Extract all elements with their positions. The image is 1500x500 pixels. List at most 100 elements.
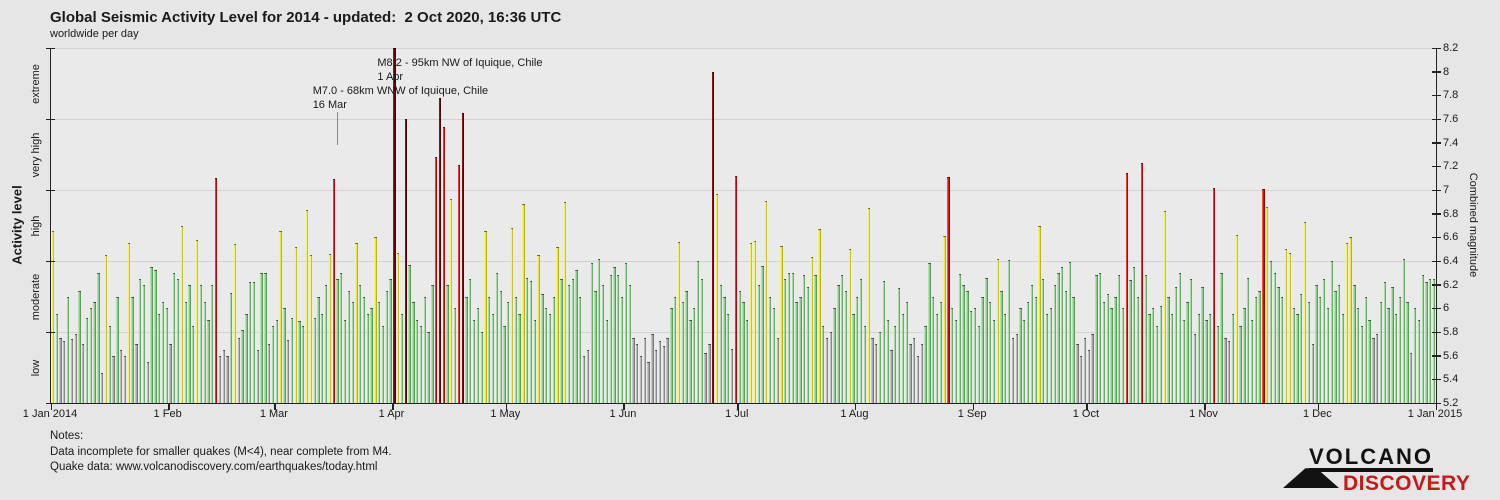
day-bar xyxy=(381,326,385,403)
y-right-tick-label: 6 xyxy=(1443,302,1450,315)
day-bar xyxy=(715,193,719,403)
day-bar xyxy=(841,275,844,403)
day-bar xyxy=(605,320,609,403)
y-right-tick-label: 7 xyxy=(1443,184,1450,196)
day-bar xyxy=(184,302,187,403)
day-bar xyxy=(101,373,104,403)
day-bar xyxy=(378,302,381,403)
activity-level-label-moderate: moderate xyxy=(30,273,42,320)
y-right-tick-label: 6.6 xyxy=(1443,231,1459,244)
day-bar xyxy=(537,255,540,403)
day-bar xyxy=(1000,290,1003,403)
day-bar xyxy=(1262,188,1265,403)
day-bar xyxy=(795,302,798,403)
day-bar xyxy=(977,326,980,403)
y-left-tick xyxy=(46,118,55,120)
day-bar xyxy=(951,308,954,403)
day-bar xyxy=(1387,308,1390,403)
day-bar xyxy=(727,314,730,403)
x-tick-59 xyxy=(274,403,276,410)
y-right-tick xyxy=(1432,355,1441,357)
day-bar xyxy=(658,341,662,403)
day-bar xyxy=(1099,272,1102,403)
day-bar xyxy=(173,272,176,403)
day-bar xyxy=(207,320,210,403)
day-bar xyxy=(1391,287,1394,403)
day-bar xyxy=(1425,282,1428,403)
day-bar xyxy=(55,314,58,403)
day-bar xyxy=(882,281,886,403)
x-tick-label: 1 Sep xyxy=(957,408,987,420)
day-bar xyxy=(685,290,688,403)
day-bar xyxy=(1322,278,1326,403)
day-bar xyxy=(1038,225,1041,403)
day-bar xyxy=(901,314,905,403)
day-bar xyxy=(252,282,256,403)
day-bar xyxy=(1281,296,1284,403)
day-bar xyxy=(1155,326,1159,403)
day-bar xyxy=(905,302,908,403)
day-bar xyxy=(564,201,567,403)
day-bar xyxy=(82,343,85,403)
day-bar xyxy=(305,210,309,403)
x-tick-label: 1 Jan 2014 xyxy=(22,408,78,420)
day-bar xyxy=(609,275,612,403)
day-bar xyxy=(302,326,305,403)
day-bar xyxy=(916,355,920,403)
day-bar xyxy=(317,296,320,403)
y-right-tick xyxy=(1432,71,1441,73)
day-bar xyxy=(829,332,832,403)
day-bar xyxy=(480,332,483,403)
day-bar xyxy=(992,320,996,403)
day-bar xyxy=(222,349,225,403)
x-tick-label: 1 Apr xyxy=(378,408,405,420)
day-bar xyxy=(647,361,650,403)
day-bar xyxy=(120,349,123,403)
day-bar xyxy=(1045,314,1049,403)
day-bar xyxy=(1068,262,1071,403)
day-bar xyxy=(1163,211,1166,403)
day-bar xyxy=(1273,272,1276,403)
logo-text-volcano: VOLCANO xyxy=(1309,446,1433,472)
x-tick-120 xyxy=(505,403,508,410)
day-bar xyxy=(510,227,514,403)
day-bar xyxy=(362,296,366,403)
day-bar xyxy=(863,326,867,403)
day-bar xyxy=(1015,334,1018,403)
day-bar xyxy=(700,278,703,403)
day-bar xyxy=(818,229,821,403)
day-bar xyxy=(59,337,62,403)
day-bar xyxy=(1159,305,1163,403)
day-bar xyxy=(290,317,294,403)
day-bar xyxy=(1284,249,1288,403)
day-bar xyxy=(279,231,282,403)
day-bar xyxy=(1224,337,1227,403)
day-bar xyxy=(787,272,791,403)
day-bar xyxy=(704,353,707,403)
day-bar xyxy=(749,243,753,403)
day-bar xyxy=(598,258,601,403)
y-axis-right-label: Combined magnitude xyxy=(1467,172,1479,278)
day-bar xyxy=(1326,308,1329,403)
day-bar xyxy=(541,294,544,403)
x-tick-0 xyxy=(50,403,52,410)
day-bar xyxy=(1186,302,1189,403)
day-bar xyxy=(1243,308,1246,403)
day-bar xyxy=(613,266,616,403)
day-bar xyxy=(89,308,92,403)
x-tick-label: 1 Jul xyxy=(725,408,749,420)
day-bar xyxy=(856,296,859,403)
day-bar xyxy=(526,277,529,403)
day-bar xyxy=(203,302,206,403)
annotation-1: M8.2 - 95km NW of Iquique, Chile 1 Apr xyxy=(377,56,542,84)
day-bar xyxy=(1220,272,1223,403)
day-bar xyxy=(1011,337,1015,403)
day-bar xyxy=(1190,278,1193,403)
day-bar xyxy=(1429,278,1432,403)
day-bar xyxy=(233,244,237,403)
y-right-tick-label: 5.8 xyxy=(1443,326,1459,338)
day-bar xyxy=(199,284,203,403)
x-tick-151 xyxy=(623,403,625,410)
day-bar xyxy=(662,346,665,403)
day-bar xyxy=(1266,206,1269,403)
